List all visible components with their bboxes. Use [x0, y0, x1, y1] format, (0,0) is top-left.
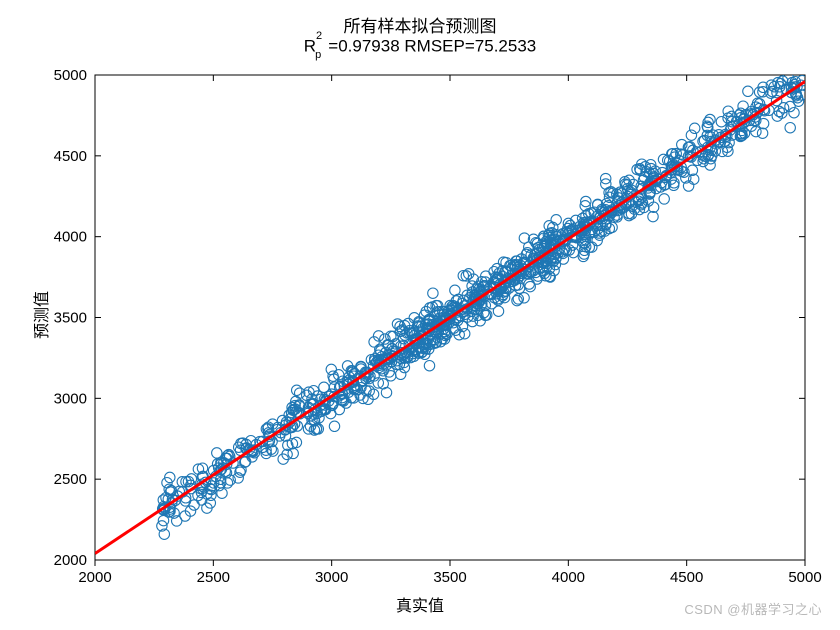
metrics-text: =0.97938 RMSEP=75.2533 [328, 37, 536, 56]
svg-text:3000: 3000 [54, 390, 87, 407]
scatter-plot: 2000 2500 3000 3500 4000 4500 5000 2000 2500 3000… [0, 0, 840, 630]
svg-text:3000: 3000 [315, 569, 348, 586]
svg-text:3500: 3500 [54, 310, 87, 327]
watermark-text: CSDN @机器学习之心 [684, 599, 822, 618]
chart-container: 所有样本拟合预测图 R2p=0.97938 RMSEP=75.2533 2000… [0, 0, 840, 630]
chart-title-1: 所有样本拟合预测图 [0, 12, 840, 37]
chart-title-2: R2p=0.97938 RMSEP=75.2533 [0, 36, 840, 59]
svg-text:4500: 4500 [670, 569, 703, 586]
svg-text:2000: 2000 [54, 552, 87, 569]
svg-text:2500: 2500 [197, 569, 230, 586]
fit-line [95, 81, 805, 553]
r-sup: 2 [316, 30, 322, 42]
svg-text:3500: 3500 [433, 569, 466, 586]
svg-text:5000: 5000 [54, 67, 87, 84]
scatter-points [157, 72, 808, 539]
svg-text:2500: 2500 [54, 471, 87, 488]
svg-text:4000: 4000 [552, 569, 585, 586]
r-sub: p [315, 49, 321, 61]
svg-text:4000: 4000 [54, 229, 87, 246]
svg-text:2000: 2000 [78, 569, 111, 586]
svg-text:4500: 4500 [54, 148, 87, 165]
svg-text:5000: 5000 [788, 569, 821, 586]
y-axis-label: 预测值 [28, 291, 52, 339]
